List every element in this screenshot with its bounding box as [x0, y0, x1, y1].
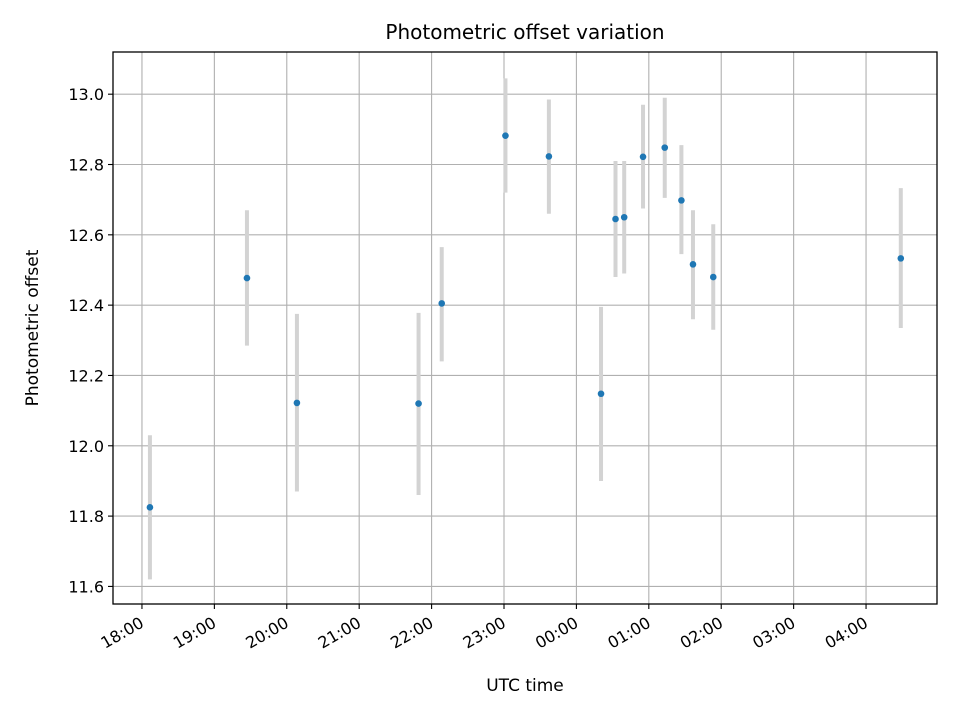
y-axis-label: Photometric offset	[23, 249, 43, 406]
data-point	[438, 300, 446, 307]
data-point	[661, 144, 669, 151]
data-points	[146, 132, 905, 511]
data-point	[243, 274, 251, 282]
y-tick-label: 12.4	[68, 296, 104, 315]
data-point	[502, 132, 509, 139]
data-point	[415, 400, 422, 407]
data-point	[146, 504, 154, 511]
data-point	[620, 213, 628, 221]
data-point	[709, 273, 717, 281]
y-tick-label: 13.0	[68, 85, 104, 104]
y-tick-label: 12.6	[68, 226, 104, 245]
plot-frame	[112, 51, 938, 605]
y-axis-ticks: 11.6 11.8 12.0 12.2 12.4 12.6 12.8 13.0	[68, 85, 113, 596]
y-tick-label: 12.2	[68, 366, 104, 385]
data-point	[639, 153, 647, 161]
data-point	[678, 197, 685, 204]
data-point	[293, 399, 301, 407]
y-tick-label: 12.0	[68, 437, 104, 456]
data-point	[545, 153, 553, 160]
data-point	[612, 215, 619, 223]
data-point	[597, 390, 605, 398]
y-tick-label: 11.6	[68, 577, 104, 596]
y-tick-label: 12.8	[68, 156, 104, 175]
x-axis-label: UTC time	[486, 676, 564, 696]
data-point	[689, 261, 697, 268]
data-point	[897, 255, 905, 262]
chart-title: Photometric offset variation	[385, 20, 664, 44]
y-tick-label: 11.8	[68, 507, 104, 526]
